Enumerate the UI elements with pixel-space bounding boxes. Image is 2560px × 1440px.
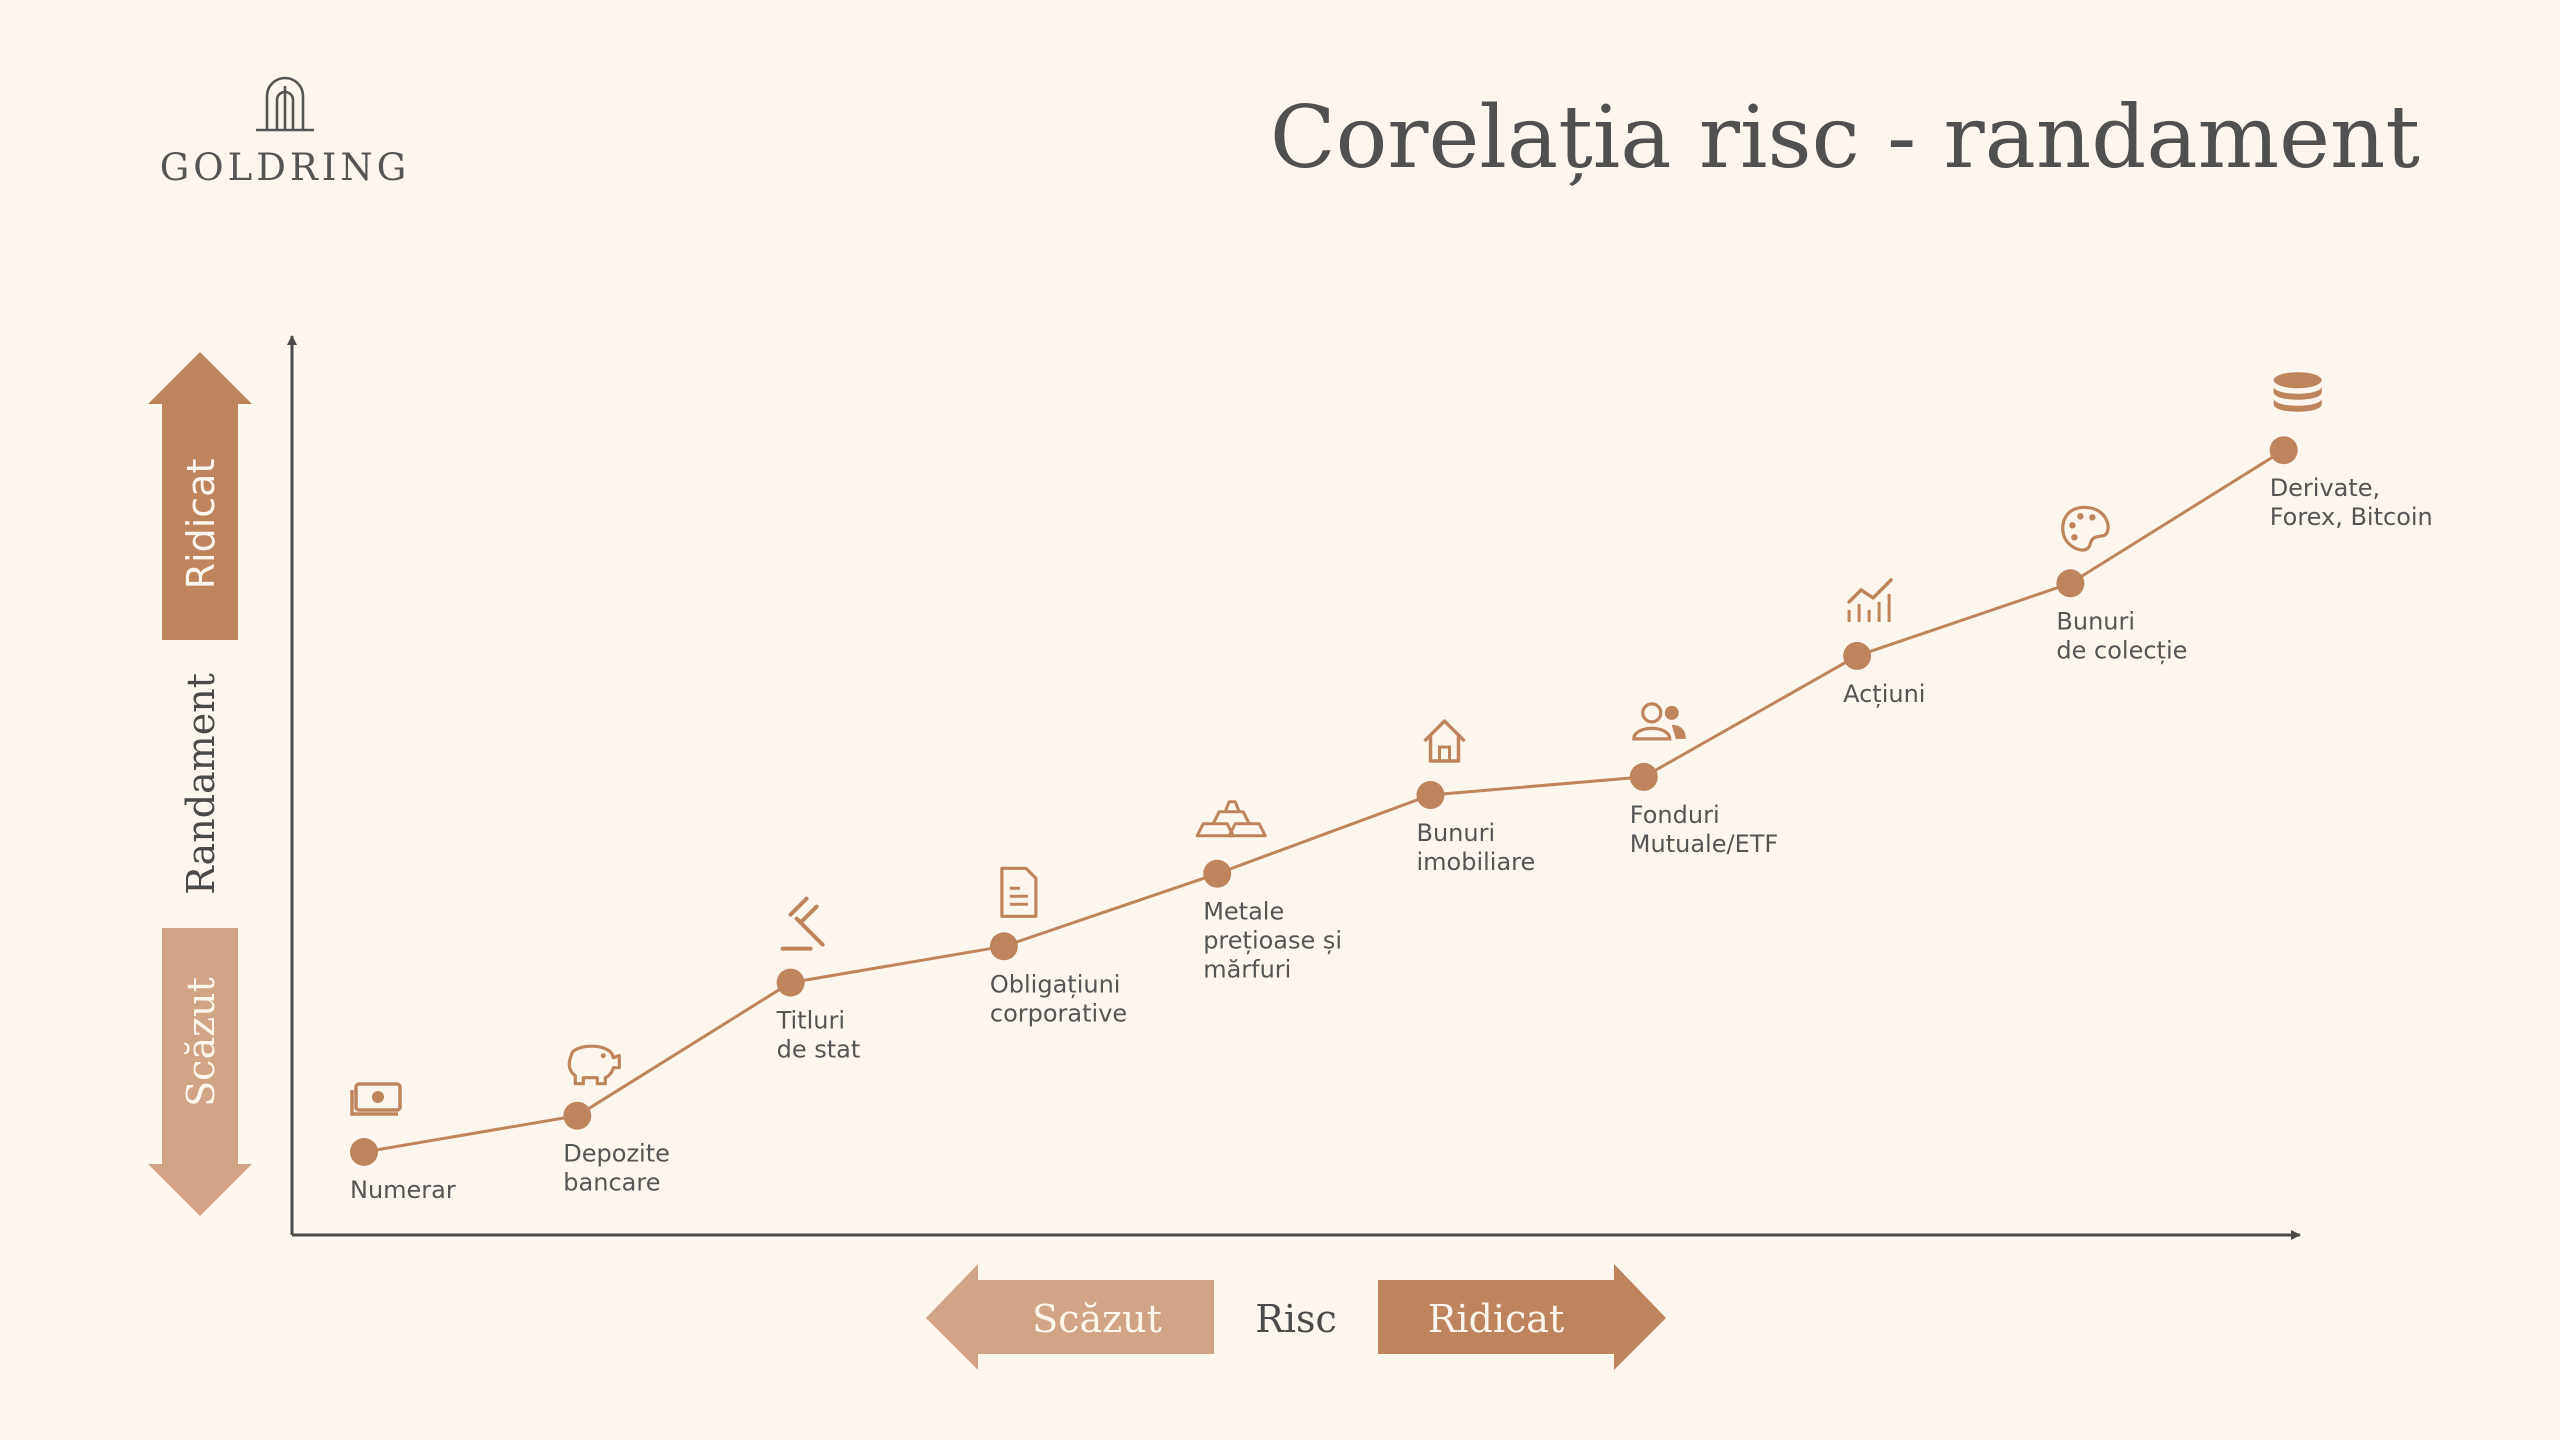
data-point-label: Fonduri Mutuale/ETF (1630, 801, 1778, 858)
x-low-arrow: Scăzut (926, 1264, 1214, 1370)
data-point-label-line: Bunuri (1417, 819, 1496, 847)
data-point-label: Titluri de stat (776, 1007, 861, 1064)
data-point-label-line: Forex, Bitcoin (2270, 503, 2433, 531)
coin-stack-icon (2273, 372, 2322, 412)
x-low-arrow-shape (926, 1264, 1214, 1370)
data-point-label-line: Metale (1203, 898, 1284, 926)
data-point-label-line: imobiliare (1417, 848, 1536, 876)
data-point (1629, 762, 1658, 791)
data-point-label-line: de stat (777, 1036, 861, 1064)
brand-logo: GOLDRING (140, 66, 430, 189)
piggy-bank-icon (567, 1044, 621, 1086)
data-points: Numerar Depozite bancare Titluri de stat Obli… (350, 372, 2433, 1204)
y-low-arrow: Scăzut (148, 928, 252, 1216)
data-point-label-line: Depozite (563, 1140, 670, 1168)
x-high-arrow-shape (1378, 1264, 1666, 1370)
data-point (350, 1138, 378, 1166)
data-point-label: Acțiuni (1843, 680, 1925, 708)
data-point-label-line: mărfuri (1203, 956, 1291, 984)
x-high-label: Ridicat (1428, 1297, 1564, 1341)
data-point-label-line: corporative (990, 999, 1127, 1027)
data-point-label: Obligațiuni corporative (990, 970, 1127, 1027)
y-low-label: Scăzut (179, 977, 223, 1107)
data-point (2269, 436, 2298, 465)
data-point-label-line: Acțiuni (1843, 680, 1925, 708)
series-line (363, 448, 2285, 1154)
y-high-label: Ridicat (179, 459, 223, 590)
data-point (989, 932, 1018, 961)
y-high-arrow: Ridicat (148, 352, 252, 640)
data-point (563, 1101, 592, 1130)
house-icon (1423, 719, 1466, 763)
x-low-label: Scăzut (1032, 1297, 1162, 1341)
x-axis-label: Risc (1255, 1297, 1337, 1341)
y-axis-label: Randament (179, 673, 223, 895)
data-point (2056, 569, 2085, 598)
gavel-icon (780, 896, 825, 951)
data-point-label: Metale prețioase și mărfuri (1203, 898, 1342, 984)
data-point (1843, 641, 1872, 670)
data-point-label: Derivate, Forex, Bitcoin (2270, 474, 2433, 531)
data-point-label-line: Titluri (776, 1007, 845, 1035)
data-point-label-line: Mutuale/ETF (1630, 830, 1778, 858)
data-point-label-line: Obligațiuni (990, 970, 1121, 998)
people-icon (1632, 702, 1686, 741)
data-point-label-line: Derivate, (2270, 474, 2381, 502)
cash-icon (350, 1082, 402, 1116)
data-point (1416, 781, 1445, 810)
data-point-label: Numerar (350, 1176, 456, 1204)
data-point-label: Bunuri imobiliare (1417, 819, 1536, 876)
stock-chart-icon (1847, 578, 1893, 622)
y-low-arrow-shape (148, 928, 252, 1216)
data-point-label-line: Fonduri (1630, 801, 1720, 829)
goldring-emblem-icon (256, 76, 314, 132)
palette-icon (2061, 505, 2110, 552)
data-point-label-line: Numerar (350, 1176, 456, 1204)
x-high-arrow: Ridicat (1378, 1264, 1666, 1370)
gold-bars-icon (1195, 800, 1267, 838)
brand-name: GOLDRING (159, 146, 411, 189)
data-point (1203, 859, 1232, 888)
data-point-label: Bunuri de colecție (2056, 607, 2187, 664)
data-point-label-line: de colecție (2056, 636, 2187, 664)
document-icon (1000, 866, 1038, 918)
y-high-arrow-shape (148, 352, 252, 640)
data-point-label-line: bancare (563, 1169, 660, 1197)
data-point-label-line: Bunuri (2056, 607, 2135, 635)
data-point (776, 968, 805, 997)
page-title: Corelația risc - randament (1269, 88, 2420, 188)
data-point-label: Depozite bancare (563, 1140, 670, 1197)
data-point-label-line: prețioase și (1203, 927, 1342, 955)
